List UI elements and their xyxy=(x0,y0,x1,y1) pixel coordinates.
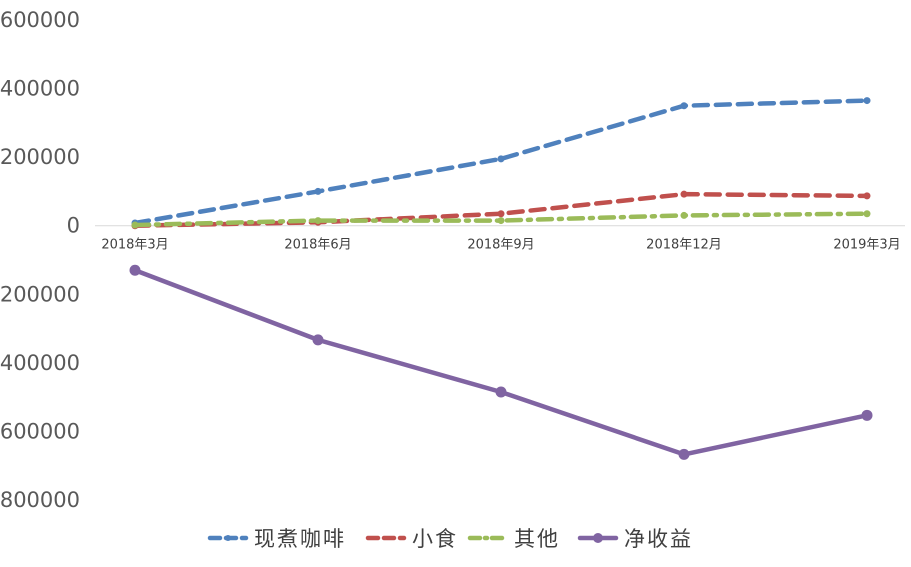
series-line-net xyxy=(132,268,870,457)
data-point-snack xyxy=(680,190,688,198)
y-axis: 600000 400000 200000 0 -200000 -400000 -600000… xyxy=(0,8,80,512)
y-tick-label: 400000 xyxy=(0,77,80,101)
data-point-coffee xyxy=(314,187,322,195)
legend-label-snack: 小食 xyxy=(412,527,458,551)
legend-item-snack: 小食 xyxy=(365,527,458,551)
plot-area xyxy=(129,97,873,460)
data-point-coffee xyxy=(497,155,505,163)
data-point-coffee xyxy=(680,102,688,110)
legend-item-net: 净收益 xyxy=(577,527,693,551)
data-point-other xyxy=(680,211,688,219)
y-tick-label: -400000 xyxy=(0,351,80,375)
legend-marker-net xyxy=(593,533,603,543)
legend-marker-coffee xyxy=(225,535,231,541)
legend-label-net: 净收益 xyxy=(624,527,693,551)
y-tick-label: 0 xyxy=(67,214,80,238)
data-point-snack xyxy=(863,192,871,200)
x-tick-label: 2019年3月 xyxy=(833,238,900,253)
y-tick-label: -600000 xyxy=(0,419,80,443)
y-tick-label: 200000 xyxy=(0,145,80,169)
y-tick-label: -800000 xyxy=(0,488,80,512)
series-line-coffee xyxy=(132,98,870,226)
data-point-other xyxy=(314,217,322,225)
data-point-snack xyxy=(497,210,505,218)
legend-item-other: 其他 xyxy=(467,527,560,551)
series-coffee xyxy=(131,97,871,227)
data-point-coffee xyxy=(863,97,871,105)
data-point-net xyxy=(312,334,324,346)
legend-label-other: 其他 xyxy=(514,527,560,551)
data-point-net xyxy=(861,409,873,421)
x-axis: 2018年3月 2018年6月 2018年9月 2018年12月 2019年3月 xyxy=(101,238,900,253)
series-net xyxy=(129,264,873,460)
x-tick-label: 2018年6月 xyxy=(284,238,351,253)
legend-item-coffee: 现煮咖啡 xyxy=(207,527,346,551)
legend: 现煮咖啡 小食 其他 净收益 xyxy=(207,527,693,551)
series-other xyxy=(131,210,871,229)
data-point-net xyxy=(678,448,690,460)
data-point-other xyxy=(863,210,871,218)
y-tick-label: -200000 xyxy=(0,282,80,306)
data-point-net xyxy=(495,386,507,398)
y-tick-label: 600000 xyxy=(0,8,80,32)
x-tick-label: 2018年3月 xyxy=(101,238,168,253)
data-point-other xyxy=(131,221,139,229)
data-point-other xyxy=(497,217,505,225)
x-tick-label: 2018年12月 xyxy=(646,238,722,253)
data-point-net xyxy=(129,264,141,276)
x-tick-label: 2018年9月 xyxy=(467,238,534,253)
legend-label-coffee: 现煮咖啡 xyxy=(254,527,346,551)
